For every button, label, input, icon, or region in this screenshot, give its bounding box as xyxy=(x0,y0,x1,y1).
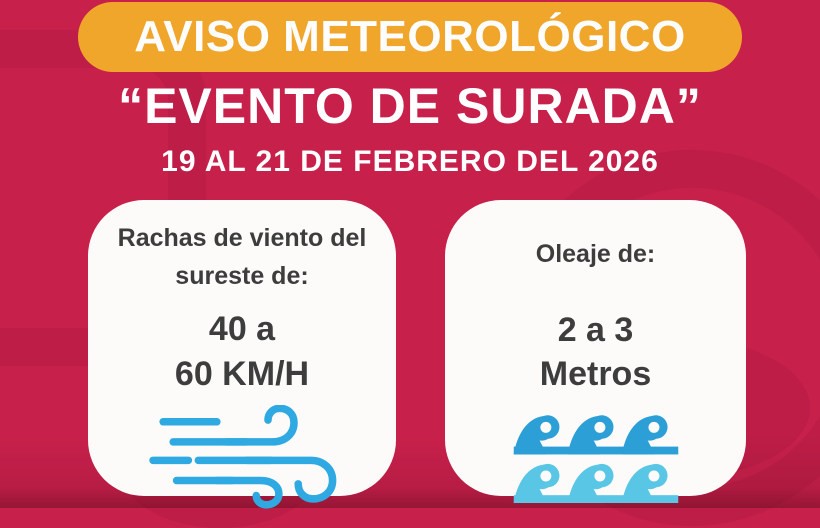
advisory-banner-label: AVISO METEOROLÓGICO xyxy=(134,12,686,61)
wind-value-line1: 40 a xyxy=(208,310,276,348)
event-title-text: “EVENTO DE SURADA” xyxy=(118,78,702,134)
date-range: 19 AL 21 DE FEBRERO DEL 2026 xyxy=(0,142,820,182)
wind-card-heading: Rachas de viento del sureste de: xyxy=(117,224,367,290)
date-range-text: 19 AL 21 DE FEBRERO DEL 2026 xyxy=(161,145,659,178)
waves-card-heading: Oleaje de: xyxy=(535,240,656,268)
waves-value-line2: Metros xyxy=(539,355,652,394)
event-title: “EVENTO DE SURADA” xyxy=(0,76,820,136)
waves-card: Oleaje de: 2 a 3 Metros xyxy=(445,200,746,496)
waves-icon xyxy=(494,409,698,503)
wind-gust-icon xyxy=(134,404,350,509)
advisory-banner: AVISO METEOROLÓGICO xyxy=(78,2,742,72)
wind-gusts-card: Rachas de viento del sureste de: 40 a 60… xyxy=(88,200,396,509)
wind-value-line2: 60 KM/H xyxy=(174,354,310,393)
waves-value-line1: 2 a 3 xyxy=(557,310,634,349)
